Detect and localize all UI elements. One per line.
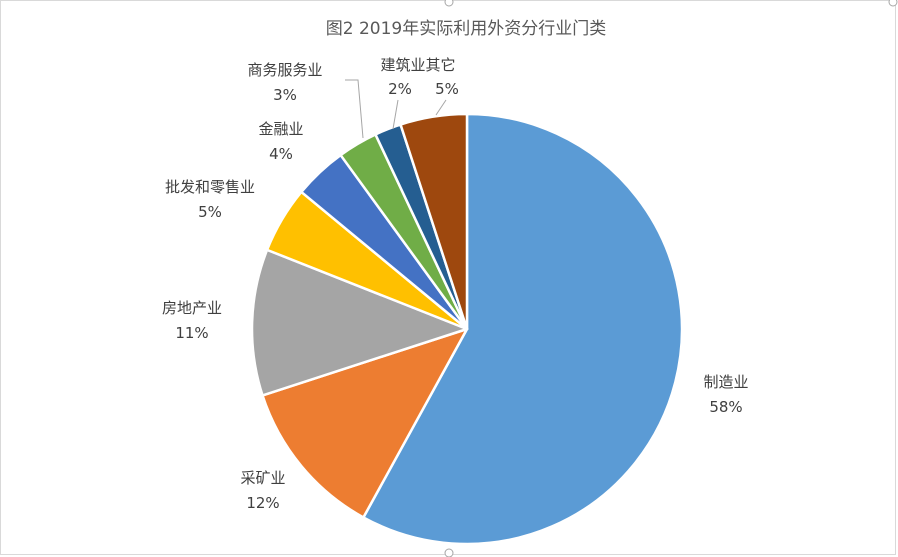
slice-percent-label: 5% bbox=[435, 80, 459, 98]
slices-group bbox=[250, 112, 684, 546]
leader-line bbox=[392, 99, 399, 130]
slice-name-label: 制造业 bbox=[703, 373, 748, 391]
pie-slice[interactable] bbox=[261, 327, 469, 519]
slice-name-label: 批发和零售业 bbox=[165, 178, 255, 196]
leader-line bbox=[435, 99, 447, 116]
pie-slice[interactable] bbox=[399, 112, 469, 331]
slice-percent-label: 58% bbox=[709, 398, 742, 416]
slice-percent-label: 12% bbox=[246, 494, 279, 512]
slice-name-label: 房地产业 bbox=[162, 299, 222, 317]
top-resize-handle[interactable] bbox=[444, 0, 454, 7]
bottom-resize-handle[interactable] bbox=[444, 548, 454, 557]
slice-name-label: 建筑业其它 bbox=[380, 56, 455, 74]
leader-line bbox=[345, 79, 364, 139]
leader-lines-group bbox=[345, 79, 447, 139]
slice-name-label: 商务服务业 bbox=[247, 61, 322, 79]
slice-percent-label: 11% bbox=[175, 324, 208, 342]
slice-percent-label: 2% bbox=[388, 80, 412, 98]
pie-slice[interactable] bbox=[250, 248, 469, 397]
slice-percent-label: 3% bbox=[273, 86, 297, 104]
slice-name-label: 金融业 bbox=[258, 120, 303, 138]
chart-title: 图2 2019年实际利用外资分行业门类 bbox=[326, 19, 606, 39]
slice-name-label: 采矿业 bbox=[240, 469, 285, 487]
corner-resize-handle[interactable] bbox=[888, 0, 898, 7]
slice-percent-label: 5% bbox=[198, 203, 222, 221]
pie-slice[interactable] bbox=[362, 112, 684, 546]
labels-group: 制造业 58% 采矿业 12% 房地产业 11% 批发和零售业 5% 金融业 4% 商务服务业 3% 建… bbox=[162, 56, 749, 512]
slice-percent-label: 4% bbox=[269, 145, 293, 163]
